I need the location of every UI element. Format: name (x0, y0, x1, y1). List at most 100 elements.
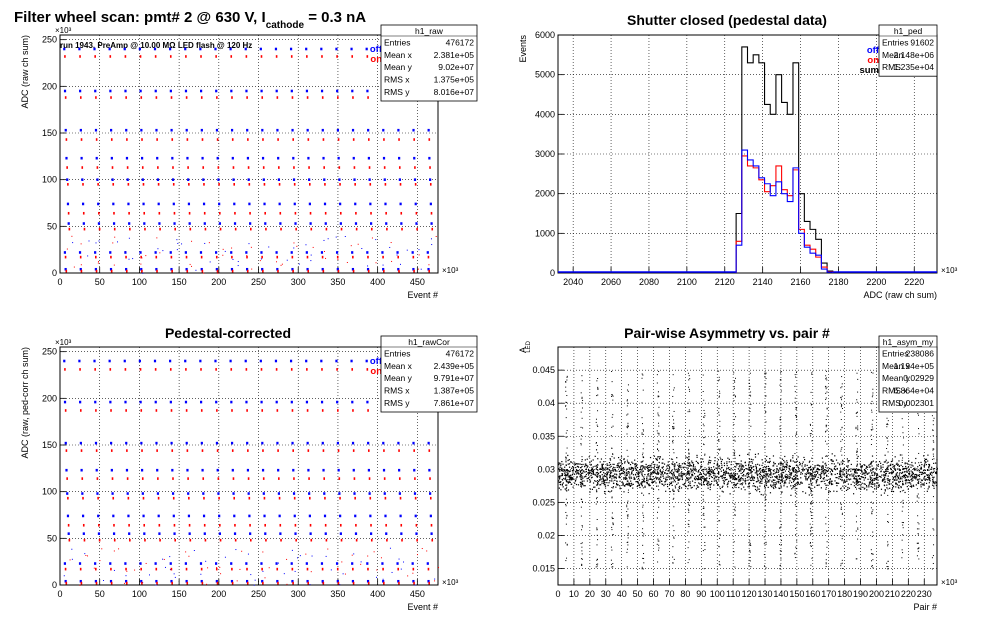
asym-point (792, 457, 794, 459)
asym-point (888, 479, 890, 481)
x-tick-label: 2080 (639, 277, 659, 287)
asym-point (572, 466, 575, 468)
asym-point (713, 468, 716, 471)
on-point (352, 581, 355, 585)
y-tick-label: 250 (42, 347, 57, 357)
on-point (401, 538, 403, 542)
asym-spike-point (611, 516, 613, 518)
on-point (110, 255, 112, 259)
off-point (214, 359, 217, 363)
asym-point (878, 475, 881, 478)
asym-point (832, 460, 834, 462)
on-point (352, 567, 354, 571)
asym-point (680, 465, 682, 467)
asym-spike-point (596, 544, 598, 546)
on-point (339, 523, 342, 527)
on-point (67, 496, 69, 500)
on-point (262, 166, 265, 169)
asym-point (708, 472, 710, 474)
noise-point (380, 557, 382, 559)
noise-point (142, 272, 144, 274)
asym-point (886, 484, 888, 486)
asym-point (712, 471, 715, 473)
asym-spike-point (841, 463, 843, 465)
asym-spike-point (611, 497, 613, 499)
on-point (111, 477, 114, 480)
asym-point (770, 484, 772, 486)
asym-point (676, 470, 678, 473)
asym-point (614, 469, 616, 471)
asym-point (856, 463, 859, 465)
asym-point (606, 473, 608, 475)
asym-point (898, 475, 900, 477)
asym-point (911, 480, 913, 482)
off-point (140, 468, 144, 472)
on-point (415, 523, 418, 527)
asym-point (927, 488, 929, 490)
asym-point (783, 459, 785, 462)
noise-point (264, 577, 266, 579)
asym-point (928, 485, 930, 487)
on-point (321, 409, 324, 412)
asym-spike-point (870, 549, 872, 551)
asym-spike-point (794, 557, 796, 559)
asym-spike-point (780, 465, 782, 467)
off-point (291, 579, 294, 583)
asym-point (880, 462, 882, 464)
asym-point (811, 475, 813, 477)
on-point (95, 138, 98, 141)
asym-point (790, 474, 793, 476)
on-point (353, 477, 356, 480)
asym-point (845, 471, 847, 473)
asym-spike-point (810, 483, 812, 485)
asym-point (784, 480, 786, 482)
on-point (397, 567, 400, 571)
asym-point (673, 467, 676, 469)
asym-point (821, 467, 823, 469)
noise-point (431, 244, 433, 246)
asym-point (601, 480, 603, 482)
off-point (108, 47, 111, 51)
asym-point (570, 476, 573, 479)
asym-spike-point (856, 454, 858, 456)
asym-point (632, 467, 634, 469)
asym-point (674, 481, 676, 483)
stats-label: Entries (384, 348, 410, 358)
asym-point (608, 462, 611, 464)
on-point (355, 211, 357, 215)
asym-point (639, 467, 642, 469)
asym-point (772, 484, 774, 486)
on-point (143, 523, 146, 527)
x-tick-label: 0 (555, 589, 560, 599)
noise-point (80, 264, 82, 266)
off-point (185, 128, 188, 132)
on-point (355, 523, 357, 527)
asym-spike-point (841, 471, 843, 473)
asym-point (582, 483, 584, 486)
off-point (368, 492, 371, 495)
off-point (246, 441, 249, 445)
asym-point (789, 480, 791, 482)
on-point (97, 496, 99, 500)
off-point (173, 532, 176, 535)
asym-point (624, 485, 626, 487)
asym-point (826, 484, 828, 486)
on-point (170, 567, 173, 571)
asym-point (657, 473, 659, 475)
off-point (305, 89, 309, 93)
asym-point (606, 464, 608, 466)
asym-point (579, 471, 582, 473)
on-point (125, 96, 127, 99)
asym-point (899, 477, 902, 480)
off-point (399, 514, 402, 518)
asym-spike-point (779, 430, 781, 432)
on-point (154, 55, 157, 58)
on-point (141, 581, 143, 585)
asym-point (826, 467, 828, 469)
asym-point (823, 474, 825, 476)
asym-point (726, 478, 728, 480)
asym-point (792, 479, 795, 481)
asym-point (863, 473, 865, 475)
on-point (367, 255, 369, 259)
x-tick-label: 190 (853, 589, 868, 599)
